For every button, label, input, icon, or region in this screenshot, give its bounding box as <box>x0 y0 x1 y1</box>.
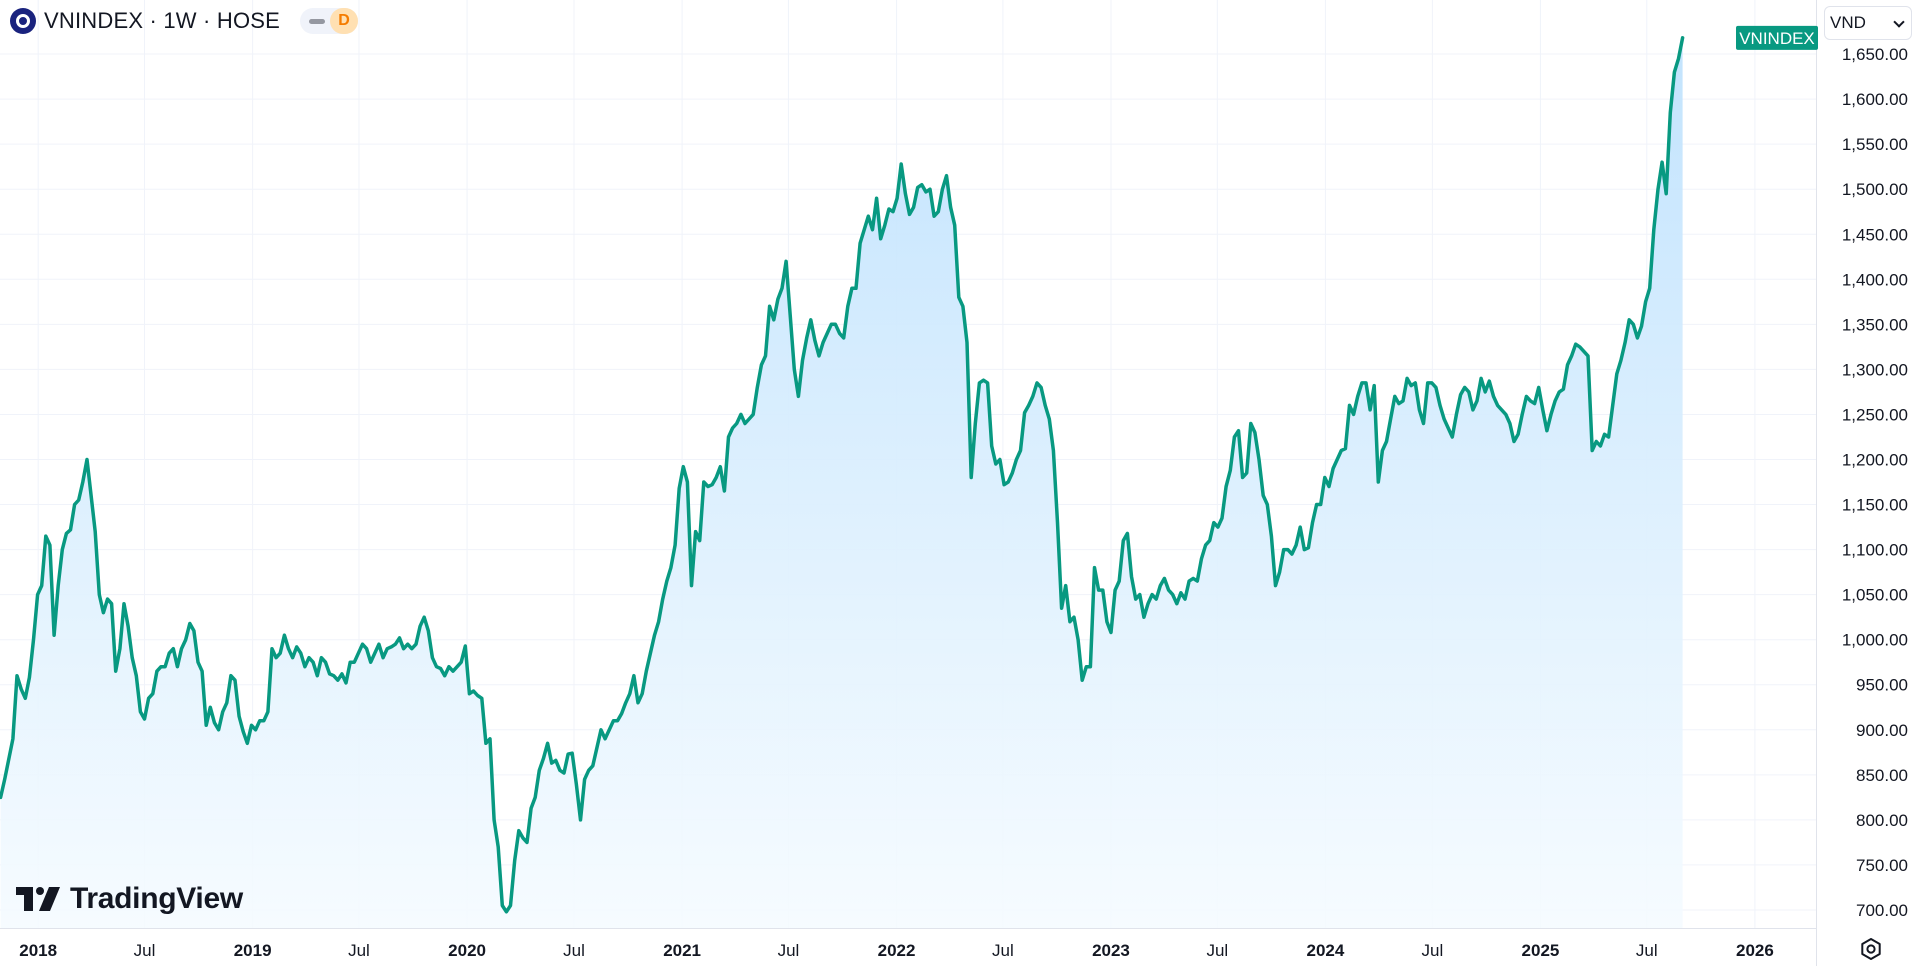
y-tick-label: 900.00 <box>1856 721 1908 740</box>
y-tick-label: 1,550.00 <box>1842 135 1908 154</box>
x-tick-label: Jul <box>134 941 156 960</box>
x-tick-label: Jul <box>992 941 1014 960</box>
x-tick-label: Jul <box>1206 941 1228 960</box>
x-tick-label: 2019 <box>234 941 272 960</box>
x-tick-label: Jul <box>778 941 800 960</box>
symbol-title: VNINDEX · 1W · HOSE <box>44 8 281 33</box>
x-tick-label: Jul <box>1421 941 1443 960</box>
x-tick-label: 2022 <box>878 941 916 960</box>
x-tick-label: 2024 <box>1307 941 1345 960</box>
y-tick-label: 1,450.00 <box>1842 225 1908 244</box>
y-tick-label: 950.00 <box>1856 676 1908 695</box>
delay-badge: D <box>330 8 359 34</box>
y-tick-label: 700.00 <box>1856 901 1908 920</box>
tradingview-watermark[interactable]: TradingView <box>16 882 243 916</box>
y-tick-label: 750.00 <box>1856 856 1908 875</box>
y-tick-label: 1,100.00 <box>1842 541 1908 560</box>
series-line-vnindex[interactable] <box>0 36 1685 914</box>
y-tick-label: 1,350.00 <box>1842 315 1908 334</box>
watermark-text: TradingView <box>70 882 243 915</box>
x-tick-label: Jul <box>348 941 370 960</box>
y-tick-label: 1,600.00 <box>1842 90 1908 109</box>
x-tick-label: 2020 <box>448 941 486 960</box>
last-price-label: VNINDEX <box>1739 29 1815 48</box>
y-tick-label: 1,250.00 <box>1842 405 1908 424</box>
x-tick-label: Jul <box>563 941 585 960</box>
y-tick-label: 1,200.00 <box>1842 450 1908 469</box>
x-tick-label: 2025 <box>1522 941 1560 960</box>
market-status-icon <box>309 18 326 24</box>
y-tick-label: 1,500.00 <box>1842 180 1908 199</box>
chevron-down-icon <box>1893 15 1905 28</box>
x-tick-label: Jul <box>1636 941 1658 960</box>
tradingview-logo-icon <box>16 887 60 911</box>
symbol-header: VNINDEX · 1W · HOSE D <box>10 6 359 36</box>
y-tick-label: 1,000.00 <box>1842 631 1908 650</box>
x-tick-label: 2026 <box>1736 941 1774 960</box>
currency-value: VND <box>1830 13 1866 32</box>
currency-select[interactable]: VND <box>1824 6 1912 40</box>
x-tick-label: 2018 <box>19 941 57 960</box>
vnindex-logo-icon <box>10 8 36 34</box>
y-tick-label: 1,650.00 <box>1842 45 1908 64</box>
y-tick-label: 1,050.00 <box>1842 586 1908 605</box>
series-area-fill <box>0 37 1683 929</box>
market-status-badge[interactable]: D <box>300 8 359 34</box>
x-tick-label: 2023 <box>1092 941 1130 960</box>
y-tick-label: 800.00 <box>1856 811 1908 830</box>
last-price-label-bg <box>1736 25 1818 50</box>
y-tick-label: 1,300.00 <box>1842 360 1908 379</box>
y-tick-label: 850.00 <box>1856 766 1908 785</box>
y-tick-label: 1,150.00 <box>1842 496 1908 515</box>
settings-icon[interactable] <box>1858 936 1884 962</box>
x-tick-label: 2021 <box>663 941 701 960</box>
y-tick-label: 1,400.00 <box>1842 270 1908 289</box>
